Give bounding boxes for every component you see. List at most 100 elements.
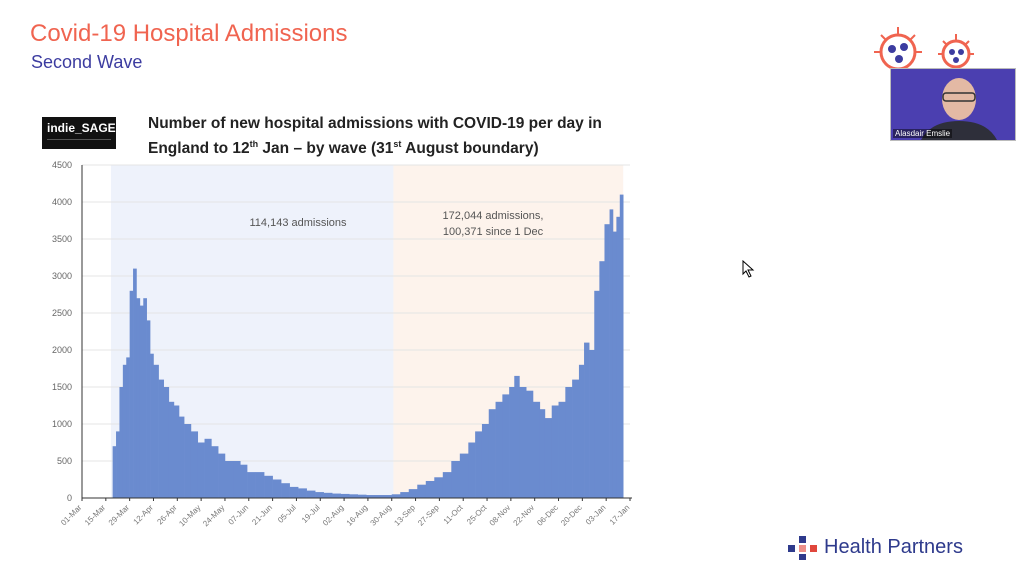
bar: [468, 442, 476, 498]
x-tick-label: 17-Jan: [608, 503, 632, 527]
bar: [133, 268, 137, 498]
bar: [459, 453, 469, 498]
bar: [112, 446, 117, 498]
bar: [211, 446, 219, 498]
bar: [612, 231, 617, 498]
bar: [526, 390, 534, 498]
x-tick-label: 10-May: [177, 503, 202, 528]
bar: [391, 494, 401, 498]
bar: [323, 492, 333, 498]
bar: [400, 492, 410, 498]
bar: [247, 472, 256, 498]
x-tick-label: 01-Mar: [59, 503, 84, 528]
bar: [417, 484, 427, 498]
x-tick-label: 20-Dec: [559, 503, 584, 528]
chart-title-line2: England to 12th Jan – by wave (31st Augu…: [148, 139, 539, 158]
x-tick-label: 13-Sep: [392, 503, 417, 528]
bar: [289, 486, 299, 498]
bar: [572, 379, 580, 498]
chart-title: Number of new hospital admissions with C…: [148, 113, 602, 159]
x-tick-label: 03-Jan: [584, 503, 608, 527]
bar: [509, 387, 515, 498]
bar: [150, 353, 154, 498]
bar: [594, 290, 600, 498]
bar: [519, 387, 527, 498]
bar: [139, 305, 144, 498]
bar: [136, 298, 141, 498]
x-tick-label: 15-Mar: [83, 503, 108, 528]
y-tick-label: 3500: [52, 234, 72, 244]
bar: [616, 216, 621, 499]
bar: [589, 350, 595, 498]
participant-avatar: [921, 78, 997, 140]
bar: [495, 401, 503, 498]
bar: [264, 475, 273, 498]
bar: [306, 490, 316, 498]
indie-sage-logo: indie_SAGE: [42, 117, 116, 149]
y-tick-label: 2500: [52, 308, 72, 318]
wave-1-annotation: 114,143 admissions: [249, 217, 347, 229]
bar: [204, 438, 212, 498]
bar: [158, 379, 164, 498]
bar: [584, 342, 590, 498]
bar: [408, 489, 418, 498]
bar: [116, 431, 120, 498]
bar: [179, 416, 185, 498]
bar: [197, 442, 205, 498]
x-tick-label: 05-Jul: [276, 503, 298, 525]
bar: [315, 492, 324, 498]
bar: [122, 364, 127, 498]
bar: [475, 431, 483, 498]
bar: [502, 394, 510, 498]
x-tick-label: 29-Mar: [107, 503, 132, 528]
bar: [551, 405, 559, 498]
bar: [143, 298, 147, 498]
bar: [604, 224, 610, 498]
bar: [565, 387, 573, 498]
y-tick-label: 4000: [52, 197, 72, 207]
bar: [233, 461, 241, 498]
bar: [146, 320, 151, 498]
x-tick-label: 02-Aug: [321, 503, 346, 528]
slide-subtitle: Second Wave: [31, 52, 143, 72]
health-partners-text: Health Partners: [824, 536, 963, 558]
bar: [184, 424, 192, 498]
bar: [281, 483, 290, 498]
bar: [332, 493, 341, 498]
bar: [539, 409, 546, 498]
bar: [488, 409, 496, 498]
x-tick-label: 07-Jun: [227, 503, 251, 527]
x-tick-label: 19-Jul: [300, 503, 322, 525]
bar: [349, 494, 359, 498]
bar: [383, 495, 393, 498]
bar: [532, 401, 541, 498]
mouse-cursor-icon: [742, 260, 755, 278]
bar: [609, 209, 614, 498]
y-tick-label: 3000: [52, 271, 72, 281]
bar: [190, 431, 199, 498]
y-tick-label: 1000: [52, 419, 72, 429]
slide-title: Covid-19 Hospital Admissions: [30, 20, 348, 47]
wave-2-annotation-line2: 100,371 since 1 Dec: [443, 226, 544, 238]
bar: [255, 472, 265, 498]
bar: [357, 494, 367, 498]
bar: [366, 495, 376, 498]
participant-video-tile[interactable]: Alasdair Emslie: [890, 68, 1016, 141]
bar: [442, 472, 452, 498]
x-tick-label: 21-Jun: [250, 503, 274, 527]
wave-2-annotation: 172,044 admissions,: [443, 210, 544, 222]
x-tick-label: 06-Dec: [535, 503, 560, 528]
x-tick-label: 12-Apr: [132, 503, 156, 527]
bar: [434, 477, 444, 498]
x-tick-label: 25-Oct: [465, 503, 489, 527]
x-tick-label: 22-Nov: [512, 503, 537, 528]
participant-name: Alasdair Emslie: [893, 129, 953, 138]
bar: [481, 424, 490, 498]
bar: [451, 461, 461, 498]
bar: [129, 290, 134, 498]
bar: [514, 375, 520, 498]
bar: [272, 479, 282, 498]
bar: [578, 364, 585, 498]
chart-title-line1: Number of new hospital admissions with C…: [148, 115, 602, 132]
